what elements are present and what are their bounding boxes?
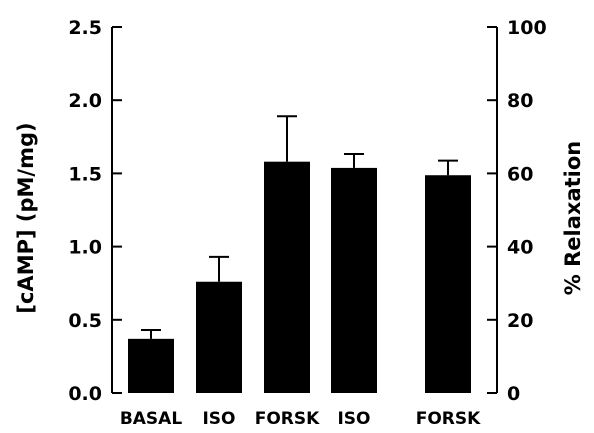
category-label: FORSK: [416, 409, 481, 429]
bar: [264, 161, 310, 393]
bars: [128, 115, 471, 393]
right-tick-label: 40: [507, 237, 533, 259]
category-label: FORSK: [255, 409, 320, 429]
right-axis-title: % Relaxation: [561, 141, 585, 295]
category-label: ISO: [337, 409, 370, 429]
bar: [196, 281, 242, 393]
axes: [111, 26, 498, 394]
left-axis-title: [cAMP] (pM/mg): [14, 122, 38, 313]
left-tick-label: 1.5: [68, 163, 102, 185]
left-tick-label: 1.0: [68, 237, 102, 259]
left-tick-label: 0.0: [68, 383, 102, 405]
bar: [331, 167, 377, 393]
right-tick-label: 20: [507, 310, 533, 332]
category-label: BASAL: [120, 409, 183, 429]
left-tick-label: 0.5: [68, 310, 102, 332]
labels: 0.0 0.5 1.0 1.5 2.0 2.5 0 20 40 60 80 100 BASAL ISO FO…: [68, 17, 546, 429]
right-tick-label: 0: [507, 383, 520, 405]
left-tick-label: 2.5: [68, 17, 102, 39]
category-label: ISO: [202, 409, 235, 429]
left-tick-label: 2.0: [68, 90, 102, 112]
right-tick-label: 100: [507, 17, 547, 39]
bar: [425, 175, 471, 393]
right-tick-label: 80: [507, 90, 533, 112]
right-tick-label: 60: [507, 163, 533, 185]
bar: [128, 338, 174, 393]
